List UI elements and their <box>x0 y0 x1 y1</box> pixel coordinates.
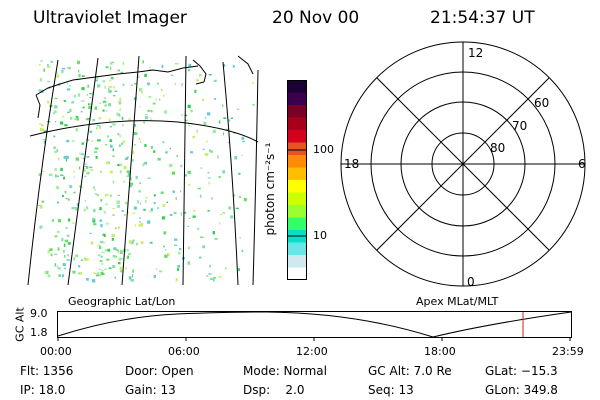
mlat-label-80: 80 <box>490 141 506 155</box>
color-bar <box>287 80 307 281</box>
timeline-right-caption: Apex MLat/MLT <box>416 295 499 308</box>
timeline-x-tick-1200: 12:00 <box>296 345 328 358</box>
status-ip: IP: 18.0 <box>20 383 66 397</box>
timeline-x-tick-2359: 23:59 <box>552 345 584 358</box>
timeline-left-caption: Geographic Lat/Lon <box>68 295 176 308</box>
status-door: Door: Open <box>125 364 194 378</box>
status-gain: Gain: 13 <box>125 383 176 397</box>
instrument-title: Ultraviolet Imager <box>33 8 187 28</box>
mlat-label-60: 60 <box>534 96 550 110</box>
status-glat: GLat: −15.3 <box>485 364 558 378</box>
mlt-label-12: 12 <box>468 46 484 60</box>
status-glon: GLon: 349.8 <box>485 383 558 397</box>
mlat-label-70: 70 <box>512 119 528 133</box>
mlt-label-18: 18 <box>344 157 360 171</box>
colorbar-unit-label: photon cm⁻²s⁻¹ <box>263 142 277 236</box>
altitude-timeline <box>57 311 572 341</box>
timeline-x-tick-0600: 06:00 <box>168 345 200 358</box>
colorbar-tick-10: 10 <box>313 229 327 242</box>
timeline-x-tick-0000: 00:00 <box>40 345 72 358</box>
timeline-x-tick-1800: 18:00 <box>424 345 456 358</box>
time-label: 21:54:37 UT <box>430 8 535 28</box>
mlt-label-6: 6 <box>578 157 586 171</box>
status-gc-alt: GC Alt: 7.0 Re <box>368 364 452 378</box>
polar-plot <box>340 41 586 287</box>
date-label: 20 Nov 00 <box>272 8 360 28</box>
timeline-y-tick-bottom: 1.8 <box>30 326 48 339</box>
status-flight: Flt: 1356 <box>20 364 74 378</box>
timeline-y-axis-label: GC Alt <box>13 307 27 342</box>
status-mode: Mode: Normal <box>243 364 327 378</box>
status-dsp: Dsp: 2.0 <box>243 383 305 397</box>
geographic-map <box>27 55 259 286</box>
timeline-y-tick-top: 9.0 <box>30 307 48 320</box>
mlt-label-0: 0 <box>467 275 475 289</box>
status-seq: Seq: 13 <box>368 383 414 397</box>
colorbar-tick-100: 100 <box>313 143 334 156</box>
